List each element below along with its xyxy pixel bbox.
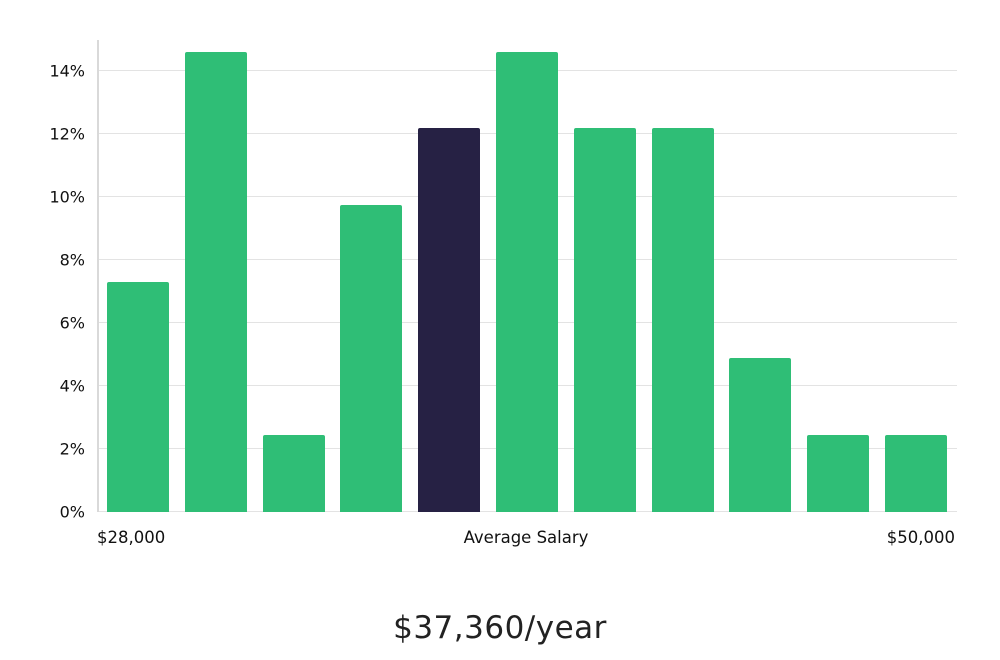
y-tick-label: 4%	[59, 376, 85, 396]
bar	[262, 435, 325, 512]
x-axis: $28,000 Average Salary $50,000	[97, 528, 955, 547]
x-axis-label-center: Average Salary	[463, 528, 589, 547]
bars-container	[107, 40, 947, 512]
bar	[807, 435, 870, 512]
x-axis-label-min: $28,000	[97, 528, 166, 547]
bar	[184, 51, 247, 512]
y-tick-label: 14%	[49, 61, 85, 81]
bar	[573, 128, 636, 512]
bar-highlighted-average	[418, 128, 481, 512]
y-tick-label: 12%	[49, 124, 85, 144]
x-axis-label-max: $50,000	[886, 528, 955, 547]
bar	[107, 281, 169, 512]
bar	[729, 358, 792, 512]
y-tick-label: 0%	[59, 502, 85, 522]
y-tick-label: 8%	[59, 250, 85, 270]
plot-area: 0% 2% 4% 6% 8% 10% 12% 14%	[49, 40, 957, 522]
bar	[340, 204, 403, 512]
y-tick-label: 10%	[49, 187, 85, 207]
y-tick-label: 6%	[59, 313, 85, 333]
bar	[495, 51, 558, 512]
bar	[651, 128, 714, 512]
bar	[884, 435, 947, 512]
average-salary-title: $37,360/year	[393, 610, 607, 646]
y-tick-label: 2%	[59, 439, 85, 459]
